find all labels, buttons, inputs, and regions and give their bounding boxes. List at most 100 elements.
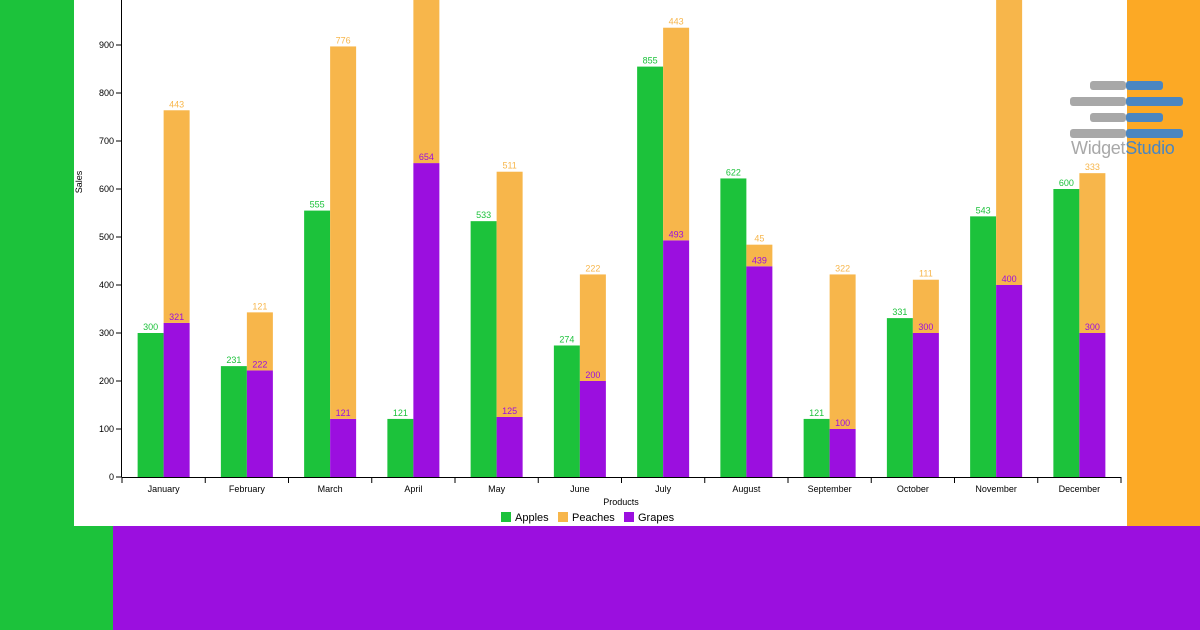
bar-peaches-december bbox=[1079, 173, 1106, 333]
y-tick-label: 200 bbox=[99, 376, 114, 386]
label-grapes-december: 300 bbox=[1085, 322, 1100, 332]
label-peaches-december: 333 bbox=[1085, 162, 1100, 172]
x-tick-label-february: February bbox=[229, 484, 266, 494]
legend-item-grapes: Grapes bbox=[624, 512, 675, 524]
bar-grapes-january bbox=[163, 322, 190, 477]
axes-layer: 0 100 200 300 400 500 600 700 800 900 1000 January F… bbox=[94, 0, 1122, 494]
label-grapes-january: 321 bbox=[169, 312, 184, 322]
bar-grapes-april bbox=[413, 163, 440, 477]
y-tick-label: 500 bbox=[99, 232, 114, 242]
label-grapes-november: 400 bbox=[1002, 274, 1017, 284]
label-apples-august: 622 bbox=[726, 167, 741, 177]
label-grapes-august: 439 bbox=[752, 255, 767, 265]
label-peaches-september: 322 bbox=[835, 263, 850, 273]
bar-apples-may bbox=[470, 221, 497, 477]
label-peaches-january: 443 bbox=[169, 99, 184, 109]
bar-grapes-june bbox=[579, 381, 606, 477]
legend-item-peaches: Peaches bbox=[558, 512, 615, 524]
bar-apples-september bbox=[803, 418, 830, 477]
y-axis-title: Sales bbox=[74, 170, 84, 193]
bar-apples-july bbox=[637, 66, 664, 477]
x-tick-label-january: January bbox=[148, 484, 181, 494]
y-tick-label: 0 bbox=[109, 472, 114, 482]
x-tick-label-april: April bbox=[404, 484, 422, 494]
logo-bar bbox=[1126, 97, 1183, 106]
frame-green-bottom bbox=[0, 526, 113, 630]
logo-word-widget: Widget bbox=[1071, 138, 1126, 158]
legend-label-peaches: Peaches bbox=[572, 512, 615, 524]
bar-grapes-july bbox=[663, 240, 690, 477]
bar-grapes-march bbox=[330, 418, 357, 477]
value-labels-layer: 300 321 443 231 222 121 555 121 776 121 654 443 533 1… bbox=[143, 17, 1100, 428]
label-apples-september: 121 bbox=[809, 408, 824, 418]
label-peaches-august: 45 bbox=[754, 234, 764, 244]
x-tick-label-march: March bbox=[318, 484, 343, 494]
legend-label-apples: Apples bbox=[515, 512, 549, 524]
label-apples-february: 231 bbox=[226, 355, 241, 365]
y-tick-label: 600 bbox=[99, 184, 114, 194]
label-grapes-september: 100 bbox=[835, 418, 850, 428]
label-grapes-june: 200 bbox=[585, 370, 600, 380]
bar-apples-june bbox=[553, 345, 580, 477]
legend-swatch-apples bbox=[501, 512, 511, 522]
logo-bar bbox=[1090, 81, 1126, 90]
logo-bar bbox=[1126, 113, 1163, 122]
label-peaches-june: 222 bbox=[585, 263, 600, 273]
y-tick-label: 100 bbox=[99, 424, 114, 434]
bar-grapes-november bbox=[996, 285, 1023, 477]
legend-label-grapes: Grapes bbox=[638, 512, 675, 524]
label-apples-december: 600 bbox=[1059, 178, 1074, 188]
bar-apples-april bbox=[387, 418, 414, 477]
frame-green-left bbox=[0, 0, 74, 630]
widgetstudio-logo: WidgetStudio bbox=[1066, 78, 1196, 162]
logo-bar bbox=[1090, 113, 1126, 122]
bar-grapes-february bbox=[246, 370, 273, 477]
label-grapes-april: 654 bbox=[419, 152, 434, 162]
label-grapes-march: 121 bbox=[336, 408, 351, 418]
y-tick-label: 300 bbox=[99, 328, 114, 338]
bar-grapes-october bbox=[912, 333, 939, 477]
legend-item-apples: Apples bbox=[501, 512, 549, 524]
logo-bar bbox=[1126, 81, 1163, 90]
legend-swatch-peaches bbox=[558, 512, 568, 522]
bar-peaches-june bbox=[579, 274, 606, 381]
bar-peaches-february bbox=[246, 312, 273, 371]
label-grapes-may: 125 bbox=[502, 406, 517, 416]
logo-bar bbox=[1070, 97, 1126, 106]
label-apples-july: 855 bbox=[643, 56, 658, 66]
legend-swatch-grapes bbox=[624, 512, 634, 522]
bar-apples-february bbox=[220, 366, 247, 477]
bar-peaches-august bbox=[746, 244, 773, 267]
bar-peaches-may bbox=[496, 171, 523, 417]
bar-apples-october bbox=[886, 318, 913, 477]
label-apples-april: 121 bbox=[393, 408, 408, 418]
logo-wordmark: WidgetStudio bbox=[1071, 138, 1175, 159]
x-tick-label-november: November bbox=[975, 484, 1017, 494]
label-apples-june: 274 bbox=[559, 334, 574, 344]
y-tick-label: 400 bbox=[99, 280, 114, 290]
label-peaches-february: 121 bbox=[252, 301, 267, 311]
label-peaches-march: 776 bbox=[336, 35, 351, 45]
bar-apples-march bbox=[304, 210, 331, 477]
x-tick-label-july: July bbox=[655, 484, 672, 494]
x-axis-title: Products bbox=[603, 497, 639, 507]
label-apples-march: 555 bbox=[310, 200, 325, 210]
label-peaches-october: 111 bbox=[919, 269, 933, 279]
label-apples-may: 533 bbox=[476, 210, 491, 220]
label-grapes-july: 493 bbox=[669, 229, 684, 239]
x-tick-label-august: August bbox=[732, 484, 761, 494]
label-apples-january: 300 bbox=[143, 322, 158, 332]
x-tick-label-october: October bbox=[897, 484, 929, 494]
bar-peaches-march bbox=[330, 46, 357, 419]
label-grapes-february: 222 bbox=[252, 359, 267, 369]
frame-purple-bottom bbox=[113, 526, 1200, 630]
label-grapes-october: 300 bbox=[918, 322, 933, 332]
bar-apples-november bbox=[970, 216, 997, 478]
bar-apples-january bbox=[137, 333, 164, 477]
y-tick-label: 800 bbox=[99, 88, 114, 98]
logo-word-studio: Studio bbox=[1125, 138, 1175, 158]
bar-grapes-september bbox=[829, 429, 856, 477]
x-tick-label-september: September bbox=[808, 484, 852, 494]
logo-bar bbox=[1070, 129, 1126, 138]
